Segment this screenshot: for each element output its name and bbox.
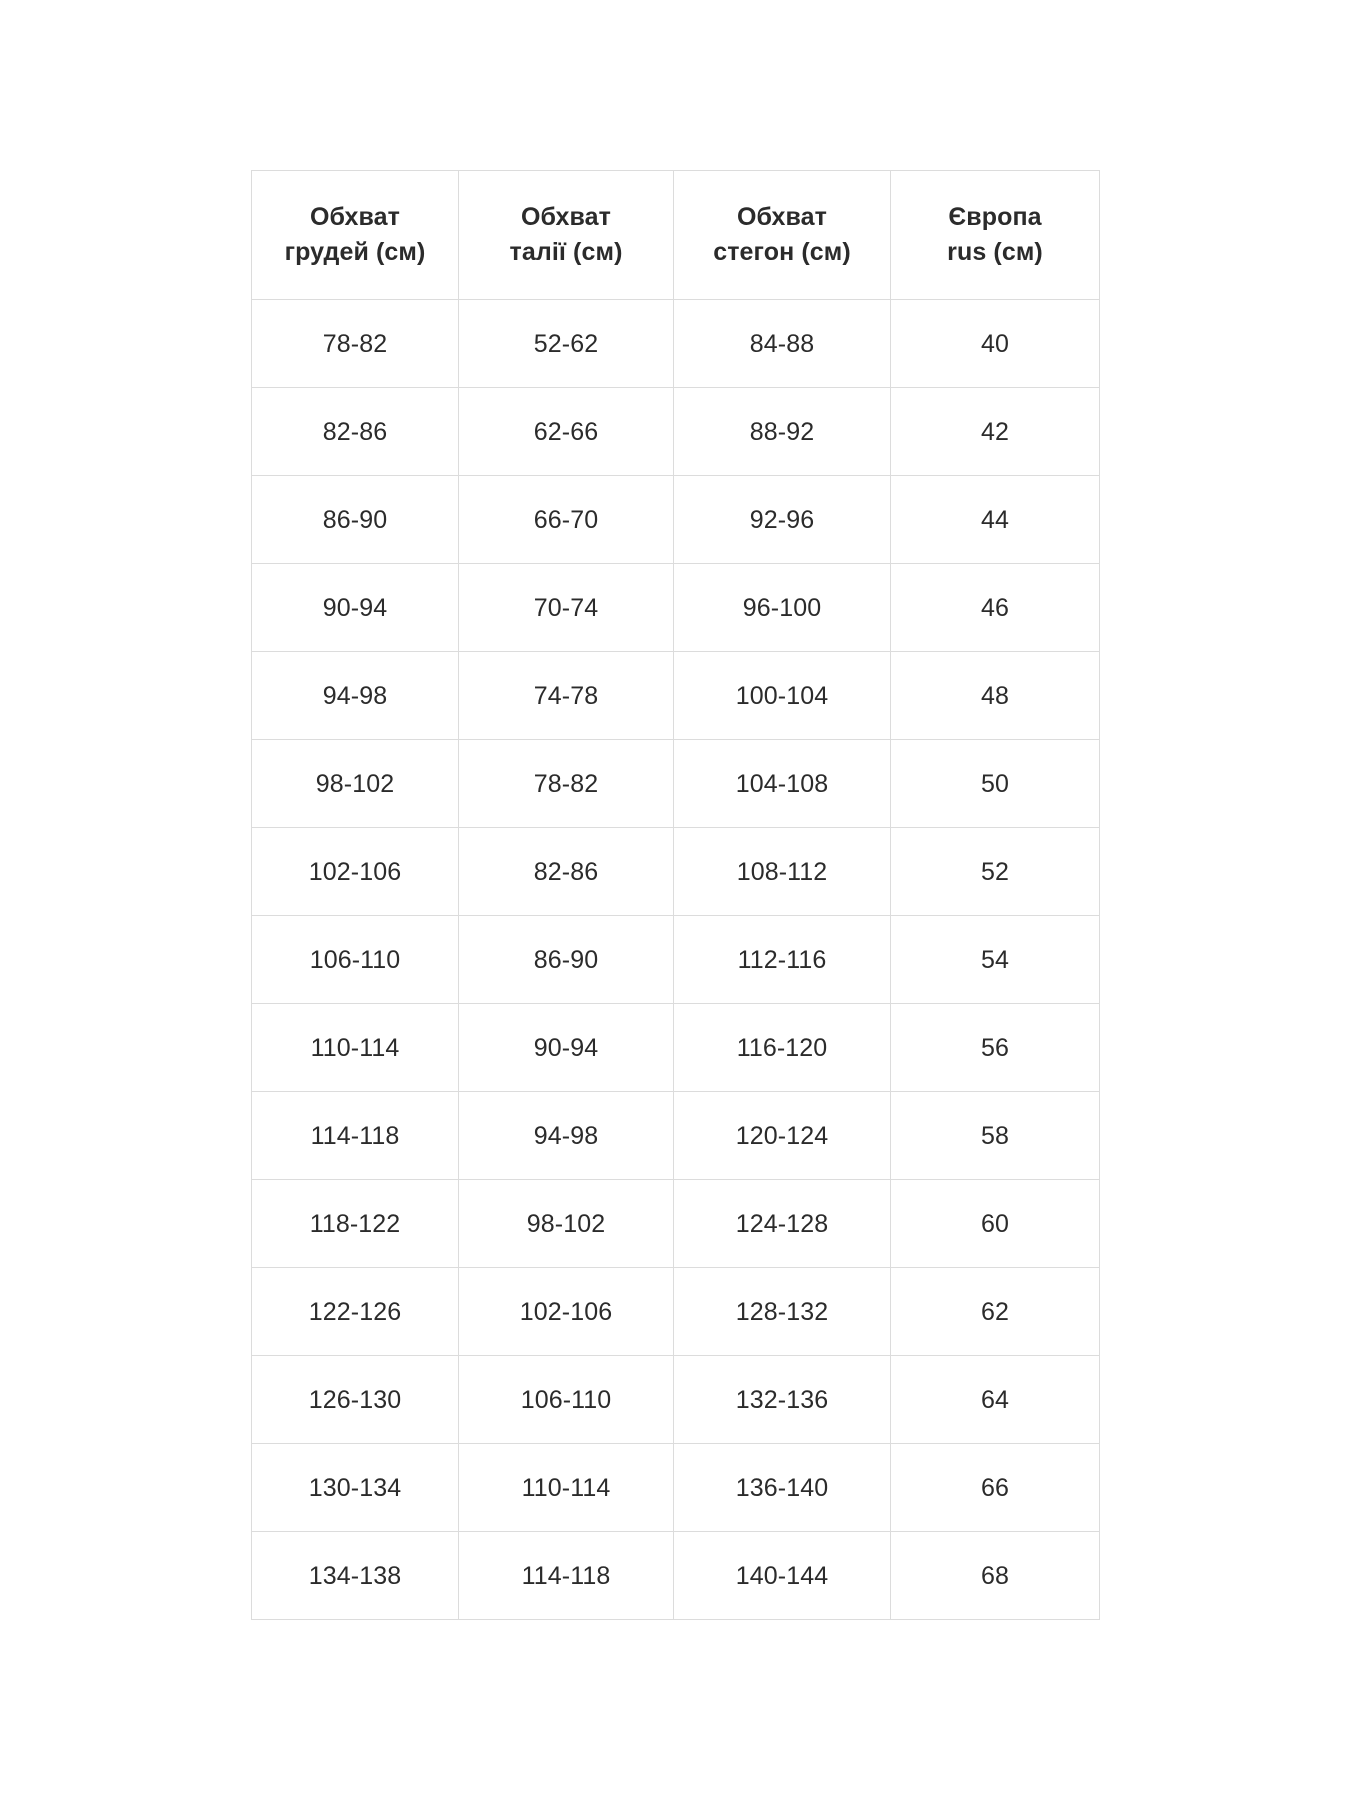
cell-hips: 84-88	[673, 299, 891, 388]
cell-waist: 110-114	[458, 1443, 674, 1532]
cell-hips: 132-136	[673, 1355, 891, 1444]
table-row: 130-134 110-114 136-140 66	[251, 1443, 1100, 1532]
cell-waist: 94-98	[458, 1091, 674, 1180]
cell-chest: 98-102	[251, 739, 459, 828]
cell-hips: 124-128	[673, 1179, 891, 1268]
column-header-waist-line2: талії (см)	[509, 238, 623, 266]
table-header: Обхват грудей (см) Обхват талії (см) Обх…	[251, 170, 1100, 300]
cell-waist: 62-66	[458, 387, 674, 476]
cell-hips: 120-124	[673, 1091, 891, 1180]
cell-hips: 88-92	[673, 387, 891, 476]
cell-chest: 118-122	[251, 1179, 459, 1268]
cell-europe: 56	[890, 1003, 1100, 1092]
table-row: 106-110 86-90 112-116 54	[251, 915, 1100, 1004]
table-row: 102-106 82-86 108-112 52	[251, 827, 1100, 916]
table-row: 110-114 90-94 116-120 56	[251, 1003, 1100, 1092]
table-row: 94-98 74-78 100-104 48	[251, 651, 1100, 740]
cell-hips: 136-140	[673, 1443, 891, 1532]
cell-chest: 122-126	[251, 1267, 459, 1356]
cell-europe: 62	[890, 1267, 1100, 1356]
cell-europe: 60	[890, 1179, 1100, 1268]
cell-chest: 106-110	[251, 915, 459, 1004]
cell-hips: 108-112	[673, 827, 891, 916]
cell-waist: 86-90	[458, 915, 674, 1004]
column-header-waist: Обхват талії (см)	[458, 170, 674, 300]
cell-waist: 98-102	[458, 1179, 674, 1268]
column-header-europe: Європа rus (см)	[890, 170, 1100, 300]
column-header-hips: Обхват стегон (см)	[673, 170, 891, 300]
cell-chest: 94-98	[251, 651, 459, 740]
cell-hips: 112-116	[673, 915, 891, 1004]
cell-europe: 48	[890, 651, 1100, 740]
cell-waist: 114-118	[458, 1531, 674, 1620]
column-header-chest-line1: Обхват	[310, 202, 400, 231]
cell-waist: 66-70	[458, 475, 674, 564]
cell-hips: 128-132	[673, 1267, 891, 1356]
cell-chest: 126-130	[251, 1355, 459, 1444]
cell-europe: 40	[890, 299, 1100, 388]
cell-europe: 50	[890, 739, 1100, 828]
column-header-europe-line1: Європа	[948, 202, 1042, 231]
cell-chest: 78-82	[251, 299, 459, 388]
table-row: 122-126 102-106 128-132 62	[251, 1267, 1100, 1356]
cell-waist: 106-110	[458, 1355, 674, 1444]
column-header-hips-line2: стегон (см)	[713, 238, 851, 266]
cell-waist: 52-62	[458, 299, 674, 388]
column-header-chest-line2: грудей (см)	[284, 238, 426, 266]
size-chart-table: Обхват грудей (см) Обхват талії (см) Обх…	[251, 170, 1100, 1620]
column-header-hips-line1: Обхват	[737, 202, 827, 231]
cell-europe: 42	[890, 387, 1100, 476]
column-header-europe-line2: rus (см)	[947, 238, 1043, 266]
table-row: 114-118 94-98 120-124 58	[251, 1091, 1100, 1180]
table-row: 82-86 62-66 88-92 42	[251, 387, 1100, 476]
cell-chest: 102-106	[251, 827, 459, 916]
table-row: 78-82 52-62 84-88 40	[251, 299, 1100, 388]
cell-chest: 114-118	[251, 1091, 459, 1180]
cell-hips: 96-100	[673, 563, 891, 652]
cell-hips: 100-104	[673, 651, 891, 740]
size-chart-container: Обхват грудей (см) Обхват талії (см) Обх…	[251, 170, 1100, 1620]
cell-europe: 68	[890, 1531, 1100, 1620]
cell-waist: 70-74	[458, 563, 674, 652]
cell-europe: 66	[890, 1443, 1100, 1532]
cell-europe: 54	[890, 915, 1100, 1004]
cell-chest: 110-114	[251, 1003, 459, 1092]
header-row: Обхват грудей (см) Обхват талії (см) Обх…	[251, 170, 1100, 300]
cell-waist: 78-82	[458, 739, 674, 828]
table-row: 126-130 106-110 132-136 64	[251, 1355, 1100, 1444]
cell-hips: 140-144	[673, 1531, 891, 1620]
column-header-chest: Обхват грудей (см)	[251, 170, 459, 300]
cell-europe: 58	[890, 1091, 1100, 1180]
cell-hips: 104-108	[673, 739, 891, 828]
cell-hips: 92-96	[673, 475, 891, 564]
table-row: 86-90 66-70 92-96 44	[251, 475, 1100, 564]
cell-europe: 46	[890, 563, 1100, 652]
table-row: 98-102 78-82 104-108 50	[251, 739, 1100, 828]
cell-chest: 134-138	[251, 1531, 459, 1620]
cell-waist: 102-106	[458, 1267, 674, 1356]
table-row: 118-122 98-102 124-128 60	[251, 1179, 1100, 1268]
column-header-waist-line1: Обхват	[521, 202, 611, 231]
cell-waist: 82-86	[458, 827, 674, 916]
cell-hips: 116-120	[673, 1003, 891, 1092]
table-row: 134-138 114-118 140-144 68	[251, 1531, 1100, 1620]
table-row: 90-94 70-74 96-100 46	[251, 563, 1100, 652]
cell-chest: 90-94	[251, 563, 459, 652]
cell-chest: 130-134	[251, 1443, 459, 1532]
table-body: 78-82 52-62 84-88 40 82-86 62-66 88-92 42 86-90 6…	[251, 299, 1100, 1620]
cell-chest: 82-86	[251, 387, 459, 476]
cell-waist: 90-94	[458, 1003, 674, 1092]
cell-europe: 52	[890, 827, 1100, 916]
cell-waist: 74-78	[458, 651, 674, 740]
cell-europe: 64	[890, 1355, 1100, 1444]
cell-chest: 86-90	[251, 475, 459, 564]
cell-europe: 44	[890, 475, 1100, 564]
